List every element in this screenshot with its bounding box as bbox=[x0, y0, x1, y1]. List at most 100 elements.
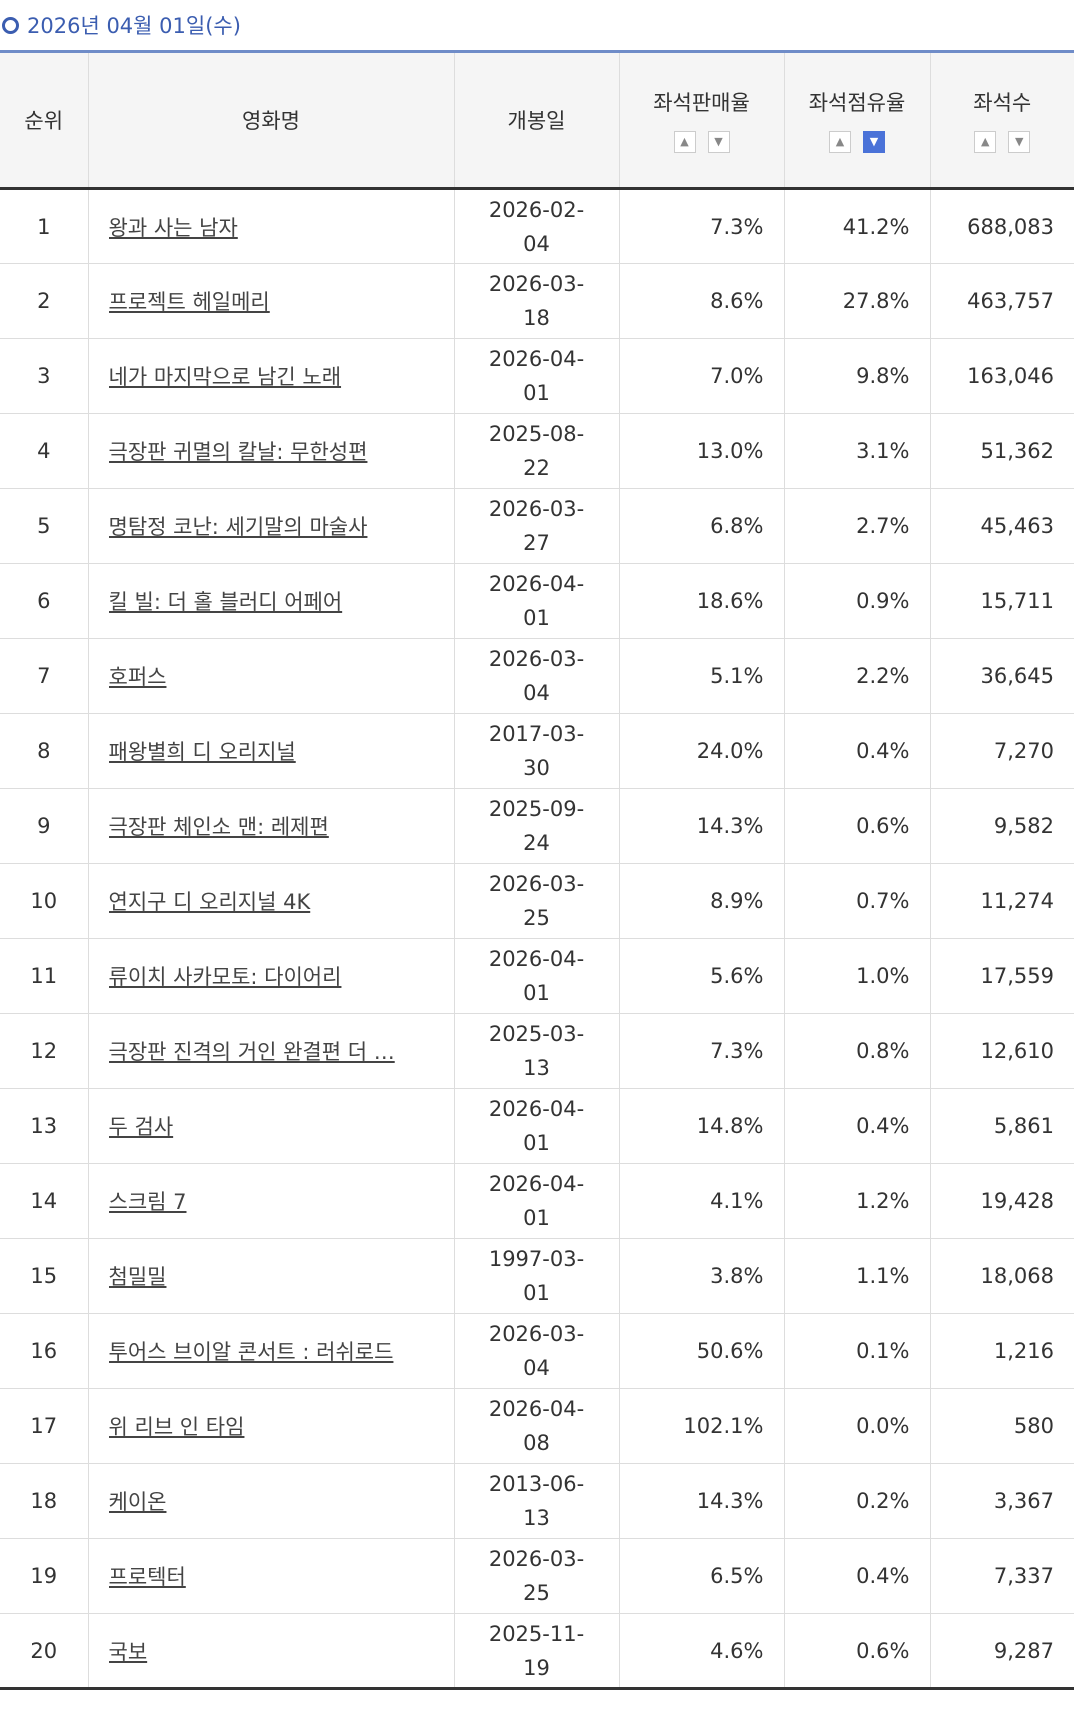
seat-sales-rate: 50.6% bbox=[696, 1339, 764, 1363]
rank: 9 bbox=[37, 814, 51, 838]
sort-controls: ▲ ▼ bbox=[932, 131, 1074, 153]
release-date: 2025-09-24 bbox=[488, 797, 585, 855]
movie-link[interactable]: 호퍼스 bbox=[108, 665, 167, 689]
seat-count: 15,711 bbox=[980, 589, 1054, 613]
sort-desc[interactable]: ▼ bbox=[863, 131, 885, 153]
seat-share: 0.6% bbox=[856, 814, 910, 838]
cell: 3,367 bbox=[930, 1463, 1074, 1539]
cell: 18,068 bbox=[930, 1238, 1074, 1314]
movie-link[interactable]: 극장판 진격의 거인 완결편 더 … bbox=[108, 1040, 395, 1064]
column-header: 개봉일 bbox=[454, 53, 620, 190]
rank: 15 bbox=[30, 1264, 58, 1288]
cell: 2026-04-01 bbox=[454, 563, 620, 639]
movie-link[interactable]: 첨밀밀 bbox=[108, 1265, 167, 1289]
cell: 2025-11-19 bbox=[454, 1613, 620, 1690]
sort-controls: ▲ ▼ bbox=[621, 131, 783, 153]
movie-link[interactable]: 스크림 7 bbox=[108, 1190, 187, 1214]
cell: 프로텍터 bbox=[88, 1538, 455, 1614]
cell: 1.2% bbox=[784, 1163, 931, 1239]
table-row: 4 극장판 귀멸의 칼날: 무한성편 2025-08-22 13.0% 3.1% 51,3… bbox=[0, 413, 1074, 489]
cell: 3 bbox=[0, 338, 89, 414]
sort-asc[interactable]: ▲ bbox=[673, 131, 696, 153]
movie-link[interactable]: 왕과 사는 남자 bbox=[108, 215, 238, 240]
movie-link[interactable]: 극장판 귀멸의 칼날: 무한성편 bbox=[108, 440, 368, 464]
release-date: 2026-04-08 bbox=[488, 1397, 585, 1455]
cell: 1.1% bbox=[784, 1238, 931, 1314]
movie-link[interactable]: 투어스 브이알 콘서트 : 러쉬로드 bbox=[108, 1340, 394, 1364]
sort-desc[interactable]: ▼ bbox=[707, 131, 730, 153]
cell: 명탐정 코난: 세기말의 마술사 bbox=[88, 488, 455, 564]
cell: 2026-02-04 bbox=[454, 188, 620, 264]
sort-asc[interactable]: ▲ bbox=[829, 131, 851, 153]
cell: 15,711 bbox=[930, 563, 1074, 639]
cell: 2026-03-25 bbox=[454, 1538, 620, 1614]
movie-link[interactable]: 프로텍터 bbox=[108, 1565, 186, 1589]
cell: 4 bbox=[0, 413, 89, 489]
table-row: 15 첨밀밀 1997-03-01 3.8% 1.1% 18,068 bbox=[0, 1238, 1074, 1314]
cell: 36,645 bbox=[930, 638, 1074, 714]
cell: 4.1% bbox=[619, 1163, 785, 1239]
seat-count: 45,463 bbox=[980, 514, 1054, 538]
release-date: 2026-04-01 bbox=[488, 1172, 585, 1230]
table-row: 16 투어스 브이알 콘서트 : 러쉬로드 2026-03-04 50.6% 0.1% 1… bbox=[0, 1313, 1074, 1389]
cell: 2026-04-08 bbox=[454, 1388, 620, 1464]
release-date: 2026-04-01 bbox=[488, 572, 585, 630]
column-header: 좌석수 ▲ ▼ bbox=[930, 53, 1074, 190]
movie-link[interactable]: 킬 빌: 더 홀 블러디 어페어 bbox=[108, 590, 343, 614]
cell: 5.1% bbox=[619, 638, 785, 714]
rank: 8 bbox=[37, 739, 51, 763]
release-date: 2025-11-19 bbox=[488, 1621, 585, 1680]
seat-sales-rate: 13.0% bbox=[696, 439, 764, 463]
column-label: 좌석점유율 bbox=[808, 91, 906, 115]
seat-share: 0.4% bbox=[856, 739, 910, 763]
cell: 16 bbox=[0, 1313, 89, 1389]
cell: 위 리브 인 타임 bbox=[88, 1388, 455, 1464]
cell: 12,610 bbox=[930, 1013, 1074, 1089]
movie-link[interactable]: 극장판 체인소 맨: 레제편 bbox=[108, 815, 329, 839]
sort-desc[interactable]: ▼ bbox=[1008, 131, 1031, 153]
movie-link[interactable]: 위 리브 인 타임 bbox=[108, 1415, 245, 1439]
movie-link[interactable]: 류이치 사카모토: 다이어리 bbox=[108, 965, 342, 989]
rank: 13 bbox=[30, 1114, 58, 1138]
movie-link[interactable]: 네가 마지막으로 남긴 노래 bbox=[108, 365, 342, 389]
sort-controls: ▲ ▼ bbox=[786, 131, 929, 153]
cell: 호퍼스 bbox=[88, 638, 455, 714]
cell: 41.2% bbox=[784, 188, 931, 264]
cell: 0.9% bbox=[784, 563, 931, 639]
cell: 11 bbox=[0, 938, 89, 1014]
movie-link[interactable]: 두 검사 bbox=[108, 1115, 174, 1139]
date-heading: 2026년 04월 01일(수) bbox=[0, 0, 1074, 53]
cell: 5 bbox=[0, 488, 89, 564]
seat-share: 0.1% bbox=[856, 1339, 910, 1363]
cell: 2026-03-04 bbox=[454, 638, 620, 714]
movie-link[interactable]: 케이온 bbox=[108, 1490, 167, 1514]
seat-count: 688,083 bbox=[967, 214, 1054, 239]
cell: 9,582 bbox=[930, 788, 1074, 864]
cell: 0.8% bbox=[784, 1013, 931, 1089]
seat-share: 1.2% bbox=[856, 1189, 910, 1213]
sort-asc[interactable]: ▲ bbox=[974, 131, 997, 153]
column-label: 개봉일 bbox=[507, 109, 566, 133]
column-header: 영화명 bbox=[88, 53, 455, 190]
cell: 50.6% bbox=[619, 1313, 785, 1389]
rank: 5 bbox=[37, 514, 51, 538]
title: 2026년 04월 01일(수) bbox=[27, 14, 241, 38]
cell: 14 bbox=[0, 1163, 89, 1239]
movie-link[interactable]: 연지구 디 오리지널 4K bbox=[108, 890, 311, 914]
rank: 6 bbox=[37, 589, 51, 613]
release-date: 2026-03-25 bbox=[488, 872, 585, 930]
seat-count: 9,582 bbox=[993, 814, 1054, 838]
movie-link[interactable]: 패왕별희 디 오리지널 bbox=[108, 740, 296, 764]
table-row: 1 왕과 사는 남자 2026-02-04 7.3% 41.2% 688,083 bbox=[0, 188, 1074, 264]
movie-link[interactable]: 명탐정 코난: 세기말의 마술사 bbox=[108, 515, 368, 539]
cell: 463,757 bbox=[930, 263, 1074, 339]
cell: 8.9% bbox=[619, 863, 785, 939]
movie-link[interactable]: 프로젝트 헤일메리 bbox=[108, 290, 270, 314]
seat-share: 0.4% bbox=[856, 1564, 910, 1588]
movie-link[interactable]: 국보 bbox=[108, 1639, 148, 1664]
seat-count: 36,645 bbox=[980, 664, 1054, 688]
cell: 0.4% bbox=[784, 1088, 931, 1164]
column-label: 순위 bbox=[24, 109, 64, 133]
seat-sales-rate: 18.6% bbox=[696, 589, 764, 613]
cell: 163,046 bbox=[930, 338, 1074, 414]
